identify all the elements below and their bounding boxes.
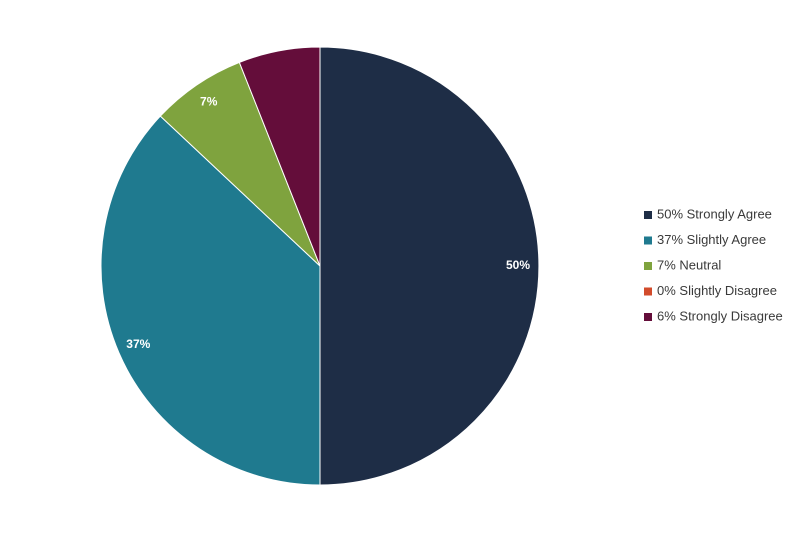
data-label: 50% (506, 258, 530, 272)
data-label: 7% (200, 94, 218, 108)
data-label: 37% (126, 337, 150, 351)
legend-label: 0% Slightly Disagree (657, 283, 777, 298)
legend-label: 6% Strongly Disagree (657, 308, 783, 323)
pie-slice (319, 46, 540, 486)
pie-slice (238, 46, 321, 267)
legend-label: 37% Slightly Agree (657, 232, 766, 247)
legend-swatch (644, 262, 652, 270)
legend-swatch (644, 287, 652, 296)
legend-label: 50% Strongly Agree (657, 206, 772, 221)
legend-swatch (644, 236, 652, 245)
legend-swatch (644, 211, 652, 219)
legend-swatch (644, 313, 652, 321)
pie-slice (100, 115, 321, 486)
legend-label: 7% Neutral (657, 257, 721, 272)
